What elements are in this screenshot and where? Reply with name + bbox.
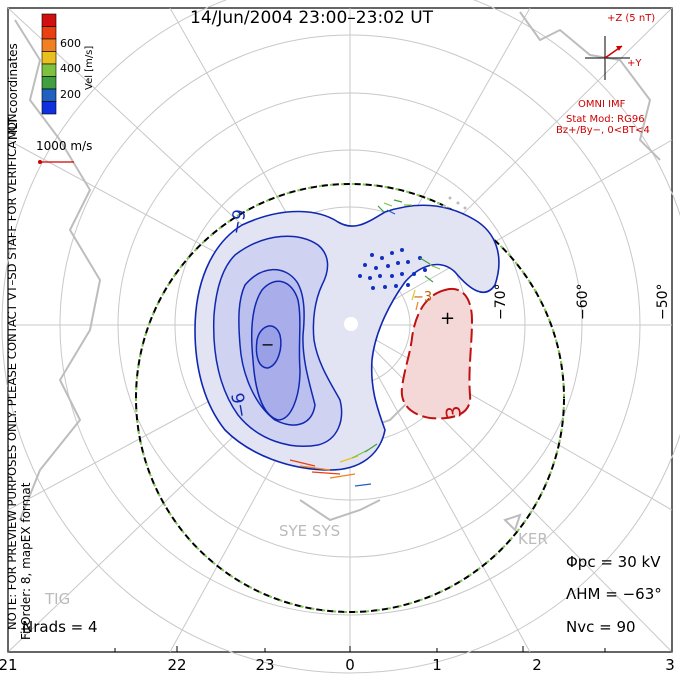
mlt-label-2: 2	[532, 656, 542, 674]
contour-label-minus9: −9	[226, 207, 251, 237]
mlt-label-22: 22	[167, 656, 187, 674]
imf-clock	[585, 36, 630, 80]
mlt-label-21: 21	[0, 656, 18, 674]
velocity-vectors	[289, 196, 467, 487]
colorbar-tick-400: 400	[60, 62, 81, 75]
lat-label-50: −50°	[655, 283, 671, 320]
mlt-label-23: 23	[255, 656, 275, 674]
mlt-label-0: 0	[345, 656, 355, 674]
lambda-hm-stat: ΛHM = −63°	[566, 585, 662, 603]
imf-source: OMNI IMF	[578, 99, 626, 110]
lat-label-70: −70°	[493, 283, 509, 320]
imf-z-label: +Z (5 nT)	[607, 13, 656, 24]
preview-note: NOTE: FOR PREVIEW PURPOSES ONLY. PLEASE …	[5, 109, 19, 630]
potential-max-marker: +	[440, 308, 456, 329]
n-rads-stat: Nrads = 4	[22, 618, 98, 636]
site-label-ker: KER	[518, 530, 548, 548]
mlt-ticks	[7, 646, 673, 652]
reference-vector-arrow	[38, 160, 74, 164]
site-label-tig: TIG	[45, 590, 71, 608]
contour-label-3: 3	[440, 404, 466, 420]
lat-label-60: −60°	[575, 283, 591, 320]
contour-label-minus3: −3	[413, 290, 433, 305]
site-label-sye-sys: SYE SYS	[279, 522, 341, 540]
colorbar-tick-200: 200	[60, 88, 81, 101]
fit-order-label: FitOrder: 8, mapEX format	[19, 482, 33, 640]
contour-label-minus6: −6	[228, 390, 253, 420]
imf-y-label: +Y	[627, 58, 642, 69]
phi-pc-stat: Φpc = 30 kV	[566, 553, 661, 571]
positive-potential-cell	[400, 287, 474, 420]
pole-marker	[344, 317, 358, 331]
mlt-label-1: 1	[432, 656, 442, 674]
n-vc-stat: Nvc = 90	[566, 618, 636, 636]
imf-condition: Bz+/By−, 0<BT<4	[556, 125, 650, 136]
potential-min-marker: −	[261, 335, 275, 354]
colorbar-title: Vel [m/s]	[84, 45, 95, 90]
plot-title: 14/Jun/2004 23:00–23:02 UT	[190, 8, 434, 28]
colorbar-tick-600: 600	[60, 37, 81, 50]
velocity-colorbar	[41, 13, 57, 115]
mlt-label-3: 3	[665, 656, 675, 674]
reference-vector-label: 1000 m/s	[36, 139, 93, 153]
imf-model: Stat Mod: RG96	[566, 114, 645, 125]
